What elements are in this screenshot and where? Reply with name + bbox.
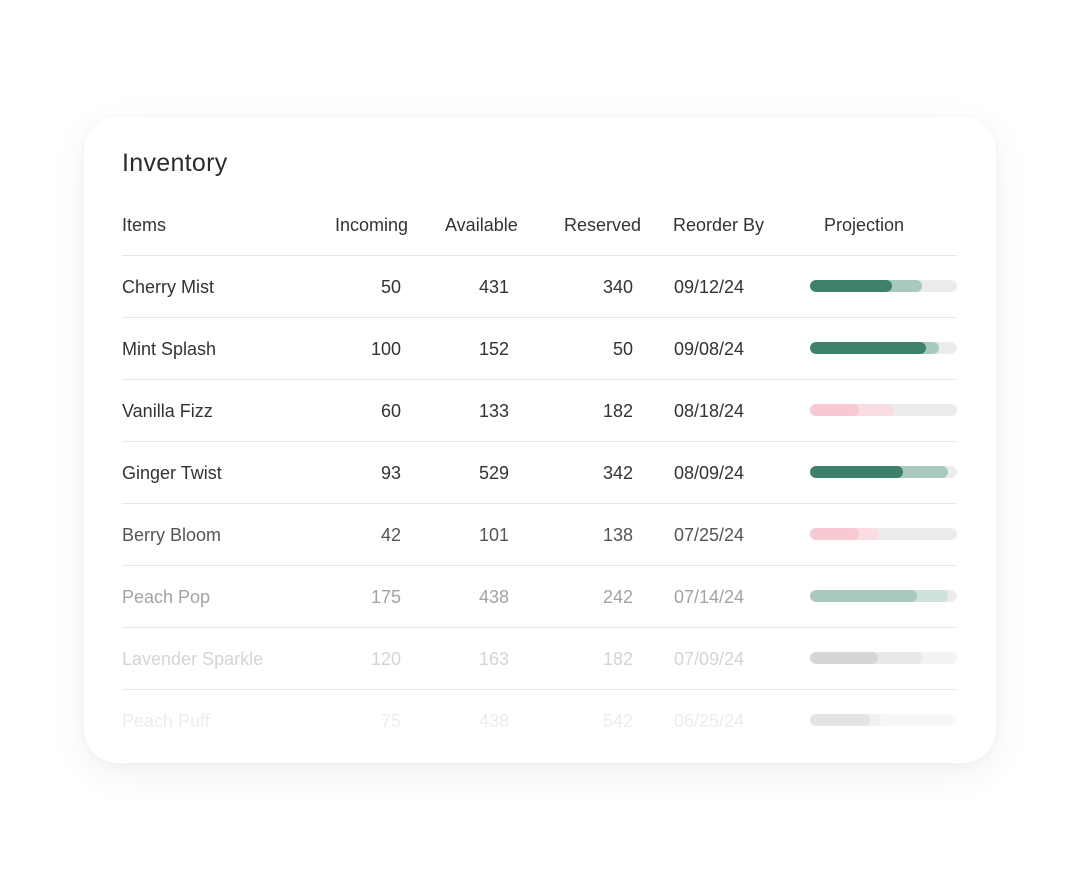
item-name: Cherry Mist xyxy=(122,277,215,297)
reorder-date: 06/25/24 xyxy=(674,711,745,731)
reorder-date: 07/09/24 xyxy=(674,649,745,669)
incoming-value: 50 xyxy=(380,277,401,297)
table-row[interactable]: Cherry Mist 50 431 340 09/12/24 xyxy=(122,256,957,318)
table-row[interactable]: Lavender Sparkle 120 163 182 07/09/24 xyxy=(122,628,957,690)
available-value: 133 xyxy=(478,401,509,421)
incoming-value: 93 xyxy=(380,463,401,483)
available-value: 438 xyxy=(478,587,509,607)
projection-bar xyxy=(810,466,957,478)
item-name: Ginger Twist xyxy=(122,463,222,483)
projection-bar xyxy=(810,528,957,540)
column-header-available[interactable]: Available xyxy=(445,215,518,235)
reorder-date: 07/25/24 xyxy=(674,525,745,545)
projection-bar xyxy=(810,342,957,354)
projection-bar xyxy=(810,404,957,416)
projection-bar xyxy=(810,714,957,726)
column-header-items[interactable]: Items xyxy=(122,215,167,235)
table-header: Items Incoming Available Reserved Reorde… xyxy=(122,213,957,256)
table-row[interactable]: Peach Pop 175 438 242 07/14/24 xyxy=(122,566,957,628)
projection-bar-current xyxy=(810,466,903,478)
incoming-value: 75 xyxy=(380,711,401,731)
table-row[interactable]: Berry Bloom 42 101 138 07/25/24 xyxy=(122,504,957,566)
available-value: 163 xyxy=(478,649,509,669)
reserved-value: 542 xyxy=(602,711,633,731)
incoming-value: 100 xyxy=(370,339,401,359)
projection-bar-current xyxy=(810,590,918,602)
page-title: Inventory xyxy=(122,149,228,177)
item-name: Berry Bloom xyxy=(122,525,222,545)
table-row[interactable]: Mint Splash 100 152 50 09/08/24 xyxy=(122,318,957,380)
incoming-value: 120 xyxy=(370,649,401,669)
item-name: Mint Splash xyxy=(122,339,217,359)
projection-bar-current xyxy=(810,404,859,416)
projection-bar-current xyxy=(810,280,893,292)
column-header-incoming[interactable]: Incoming xyxy=(335,215,409,235)
reserved-value: 340 xyxy=(602,277,633,297)
reserved-value: 138 xyxy=(602,525,633,545)
table-row[interactable]: Peach Puff 75 438 542 06/25/24 xyxy=(122,690,957,751)
incoming-value: 42 xyxy=(380,525,401,545)
projection-bar-current xyxy=(810,652,878,664)
column-header-projection[interactable]: Projection xyxy=(824,215,905,235)
item-name: Peach Pop xyxy=(122,587,211,607)
projection-bar xyxy=(810,280,957,292)
available-value: 152 xyxy=(478,339,509,359)
reorder-date: 09/08/24 xyxy=(674,339,745,359)
available-value: 101 xyxy=(478,525,509,545)
projection-bar-current xyxy=(810,528,859,540)
item-name: Peach Puff xyxy=(122,711,210,731)
available-value: 529 xyxy=(478,463,509,483)
reserved-value: 50 xyxy=(612,339,633,359)
item-name: Lavender Sparkle xyxy=(122,649,264,669)
table-row[interactable]: Ginger Twist 93 529 342 08/09/24 xyxy=(122,442,957,504)
projection-bar-current xyxy=(810,714,871,726)
reserved-value: 342 xyxy=(602,463,633,483)
column-header-reorder-by[interactable]: Reorder By xyxy=(673,215,765,235)
column-header-reserved[interactable]: Reserved xyxy=(564,215,642,235)
available-value: 431 xyxy=(478,277,509,297)
incoming-value: 60 xyxy=(380,401,401,421)
reorder-date: 08/18/24 xyxy=(674,401,745,421)
incoming-value: 175 xyxy=(370,587,401,607)
reserved-value: 182 xyxy=(602,401,633,421)
reserved-value: 182 xyxy=(602,649,633,669)
item-name: Vanilla Fizz xyxy=(122,401,213,421)
reorder-date: 08/09/24 xyxy=(674,463,745,483)
reorder-date: 07/14/24 xyxy=(674,587,745,607)
inventory-card: Inventory Items Incoming Available Reser… xyxy=(84,117,996,763)
reserved-value: 242 xyxy=(602,587,633,607)
projection-bar-current xyxy=(810,342,927,354)
table-row[interactable]: Vanilla Fizz 60 133 182 08/18/24 xyxy=(122,380,957,442)
projection-bar xyxy=(810,590,957,602)
inventory-table-body: Cherry Mist 50 431 340 09/12/24 Mint Splash 10… xyxy=(122,256,957,751)
projection-bar xyxy=(810,652,957,664)
available-value: 438 xyxy=(478,711,509,731)
reorder-date: 09/12/24 xyxy=(674,277,745,297)
